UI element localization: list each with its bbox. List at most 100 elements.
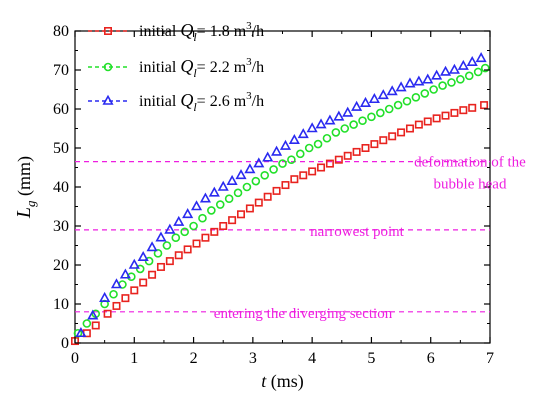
annotation-label: narrowest point (310, 224, 405, 240)
data-point (331, 128, 341, 137)
data-point (404, 77, 416, 88)
y-tick-label: 20 (53, 257, 69, 274)
data-point (165, 257, 174, 266)
data-point (290, 175, 299, 184)
data-point (244, 163, 256, 174)
data-point (207, 206, 216, 215)
series-3 (75, 52, 487, 338)
x-tick-label: 3 (249, 350, 257, 367)
data-point (112, 301, 121, 310)
x-tick-label: 5 (367, 350, 375, 367)
data-point (322, 133, 332, 143)
data-point (384, 104, 394, 114)
data-point (361, 144, 370, 153)
data-point (340, 124, 350, 133)
data-point (367, 112, 376, 122)
y-tick-label: 50 (53, 140, 69, 157)
data-point (130, 286, 139, 295)
data-point (127, 272, 136, 282)
data-point (164, 223, 176, 234)
x-tick-label: 7 (486, 350, 494, 367)
x-axis-unit: (ms) (266, 371, 304, 392)
data-point (359, 96, 372, 107)
data-point (135, 264, 145, 274)
x-tick-label: 4 (308, 350, 316, 367)
data-point (414, 120, 423, 129)
data-point (242, 182, 252, 192)
data-point (295, 149, 305, 159)
data-point (325, 159, 334, 168)
data-point (182, 208, 194, 219)
data-point (299, 171, 308, 180)
data-point (370, 140, 379, 149)
data-point (192, 239, 201, 248)
data-point (210, 227, 219, 236)
data-point (103, 309, 112, 318)
data-point (215, 200, 225, 209)
data-point (254, 198, 263, 207)
data-point (480, 101, 489, 110)
data-point (189, 221, 198, 231)
data-point (146, 241, 158, 252)
data-point (334, 155, 343, 164)
legend-entry: initial Ql= 2.6 m3/h (88, 90, 264, 114)
data-point (153, 249, 163, 258)
data-point (432, 114, 441, 123)
data-point (109, 289, 118, 299)
y-axis-unit: (mm) (14, 156, 35, 201)
x-axis-title: t (ms) (261, 371, 304, 392)
data-point (288, 133, 300, 144)
data-point (199, 192, 211, 203)
legend-label: initial Ql= 2.2 m3/h (139, 56, 264, 80)
data-point (271, 145, 283, 156)
data-point (439, 65, 452, 76)
series-2 (73, 63, 490, 338)
legend-marker (102, 94, 114, 105)
data-point (82, 319, 92, 328)
data-point (393, 100, 403, 110)
y-axis-sub: g (23, 200, 38, 207)
data-point (219, 222, 228, 231)
data-point (201, 233, 210, 242)
data-point (438, 81, 447, 90)
y-tick-label: 70 (53, 62, 69, 79)
annotation-label: bubble head (434, 177, 507, 193)
data-point (156, 262, 165, 271)
data-point (253, 157, 265, 168)
data-point (450, 108, 459, 117)
data-point (349, 120, 358, 129)
annotations: deformation of the bubble head narrowest p… (214, 155, 526, 322)
data-point (413, 75, 425, 86)
x-tick-label: 2 (190, 350, 198, 367)
data-point (386, 85, 398, 96)
data-point (278, 159, 287, 168)
data-point (237, 210, 246, 219)
data-point (441, 111, 450, 120)
data-point (198, 213, 207, 223)
data-point (429, 85, 438, 94)
x-tick-label: 6 (427, 350, 435, 367)
data-point (75, 326, 87, 338)
data-point (233, 188, 243, 198)
data-point (313, 139, 323, 149)
data-point (315, 118, 327, 129)
data-point (480, 63, 490, 73)
data-point (420, 89, 430, 98)
data-point (475, 52, 487, 63)
data-point (351, 100, 363, 111)
legend-entry: initial Ql= 1.8 m3/h (88, 20, 264, 44)
data-point (464, 71, 474, 81)
data-point (306, 122, 318, 133)
data-point (423, 117, 432, 126)
data-point (137, 250, 149, 262)
legend-marker (104, 26, 113, 35)
y-tick-label: 10 (53, 296, 69, 313)
data-point (99, 291, 111, 302)
data-point (333, 110, 345, 121)
data-point (466, 55, 478, 66)
y-tick-label: 0 (61, 335, 69, 352)
data-point (402, 96, 412, 106)
data-point (121, 294, 130, 303)
